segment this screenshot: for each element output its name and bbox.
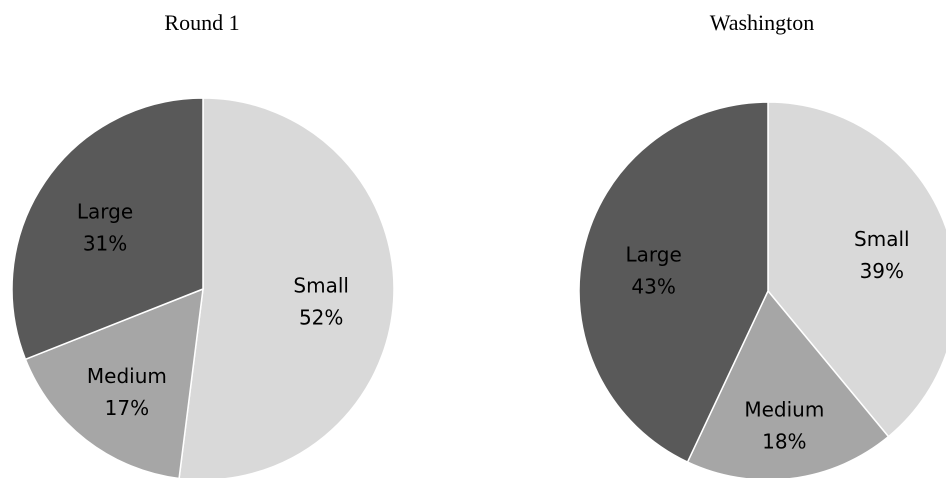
slice-label-large: Large xyxy=(626,242,682,266)
pie-slice-medium xyxy=(686,289,890,478)
slice-percent-large: 43% xyxy=(631,274,675,298)
slice-label-medium: Medium xyxy=(87,364,167,388)
pie-slice-small xyxy=(178,97,395,478)
slice-label-medium: Medium xyxy=(744,397,824,421)
slice-percent-small: 39% xyxy=(860,259,904,283)
chart-title-round-1: Round 1 xyxy=(164,10,240,35)
slice-percent-large: 31% xyxy=(83,231,127,255)
slice-percent-small: 52% xyxy=(299,305,343,329)
slice-label-small: Small xyxy=(293,273,349,297)
pie-chart-washington: Small 39% Medium 18% Large 43% xyxy=(578,101,946,478)
pie-slice-medium xyxy=(24,287,204,478)
slice-label-large: Large xyxy=(77,199,133,223)
slice-percent-medium: 18% xyxy=(762,429,806,453)
pie-slice-large xyxy=(11,97,204,361)
slice-percent-medium: 17% xyxy=(105,396,149,420)
chart-title-washington: Washington xyxy=(709,10,815,35)
pie-chart-round-1: Small 52% Medium 17% Large 31% xyxy=(11,97,395,478)
pie-slice-large xyxy=(578,101,769,464)
slice-label-small: Small xyxy=(854,227,910,251)
